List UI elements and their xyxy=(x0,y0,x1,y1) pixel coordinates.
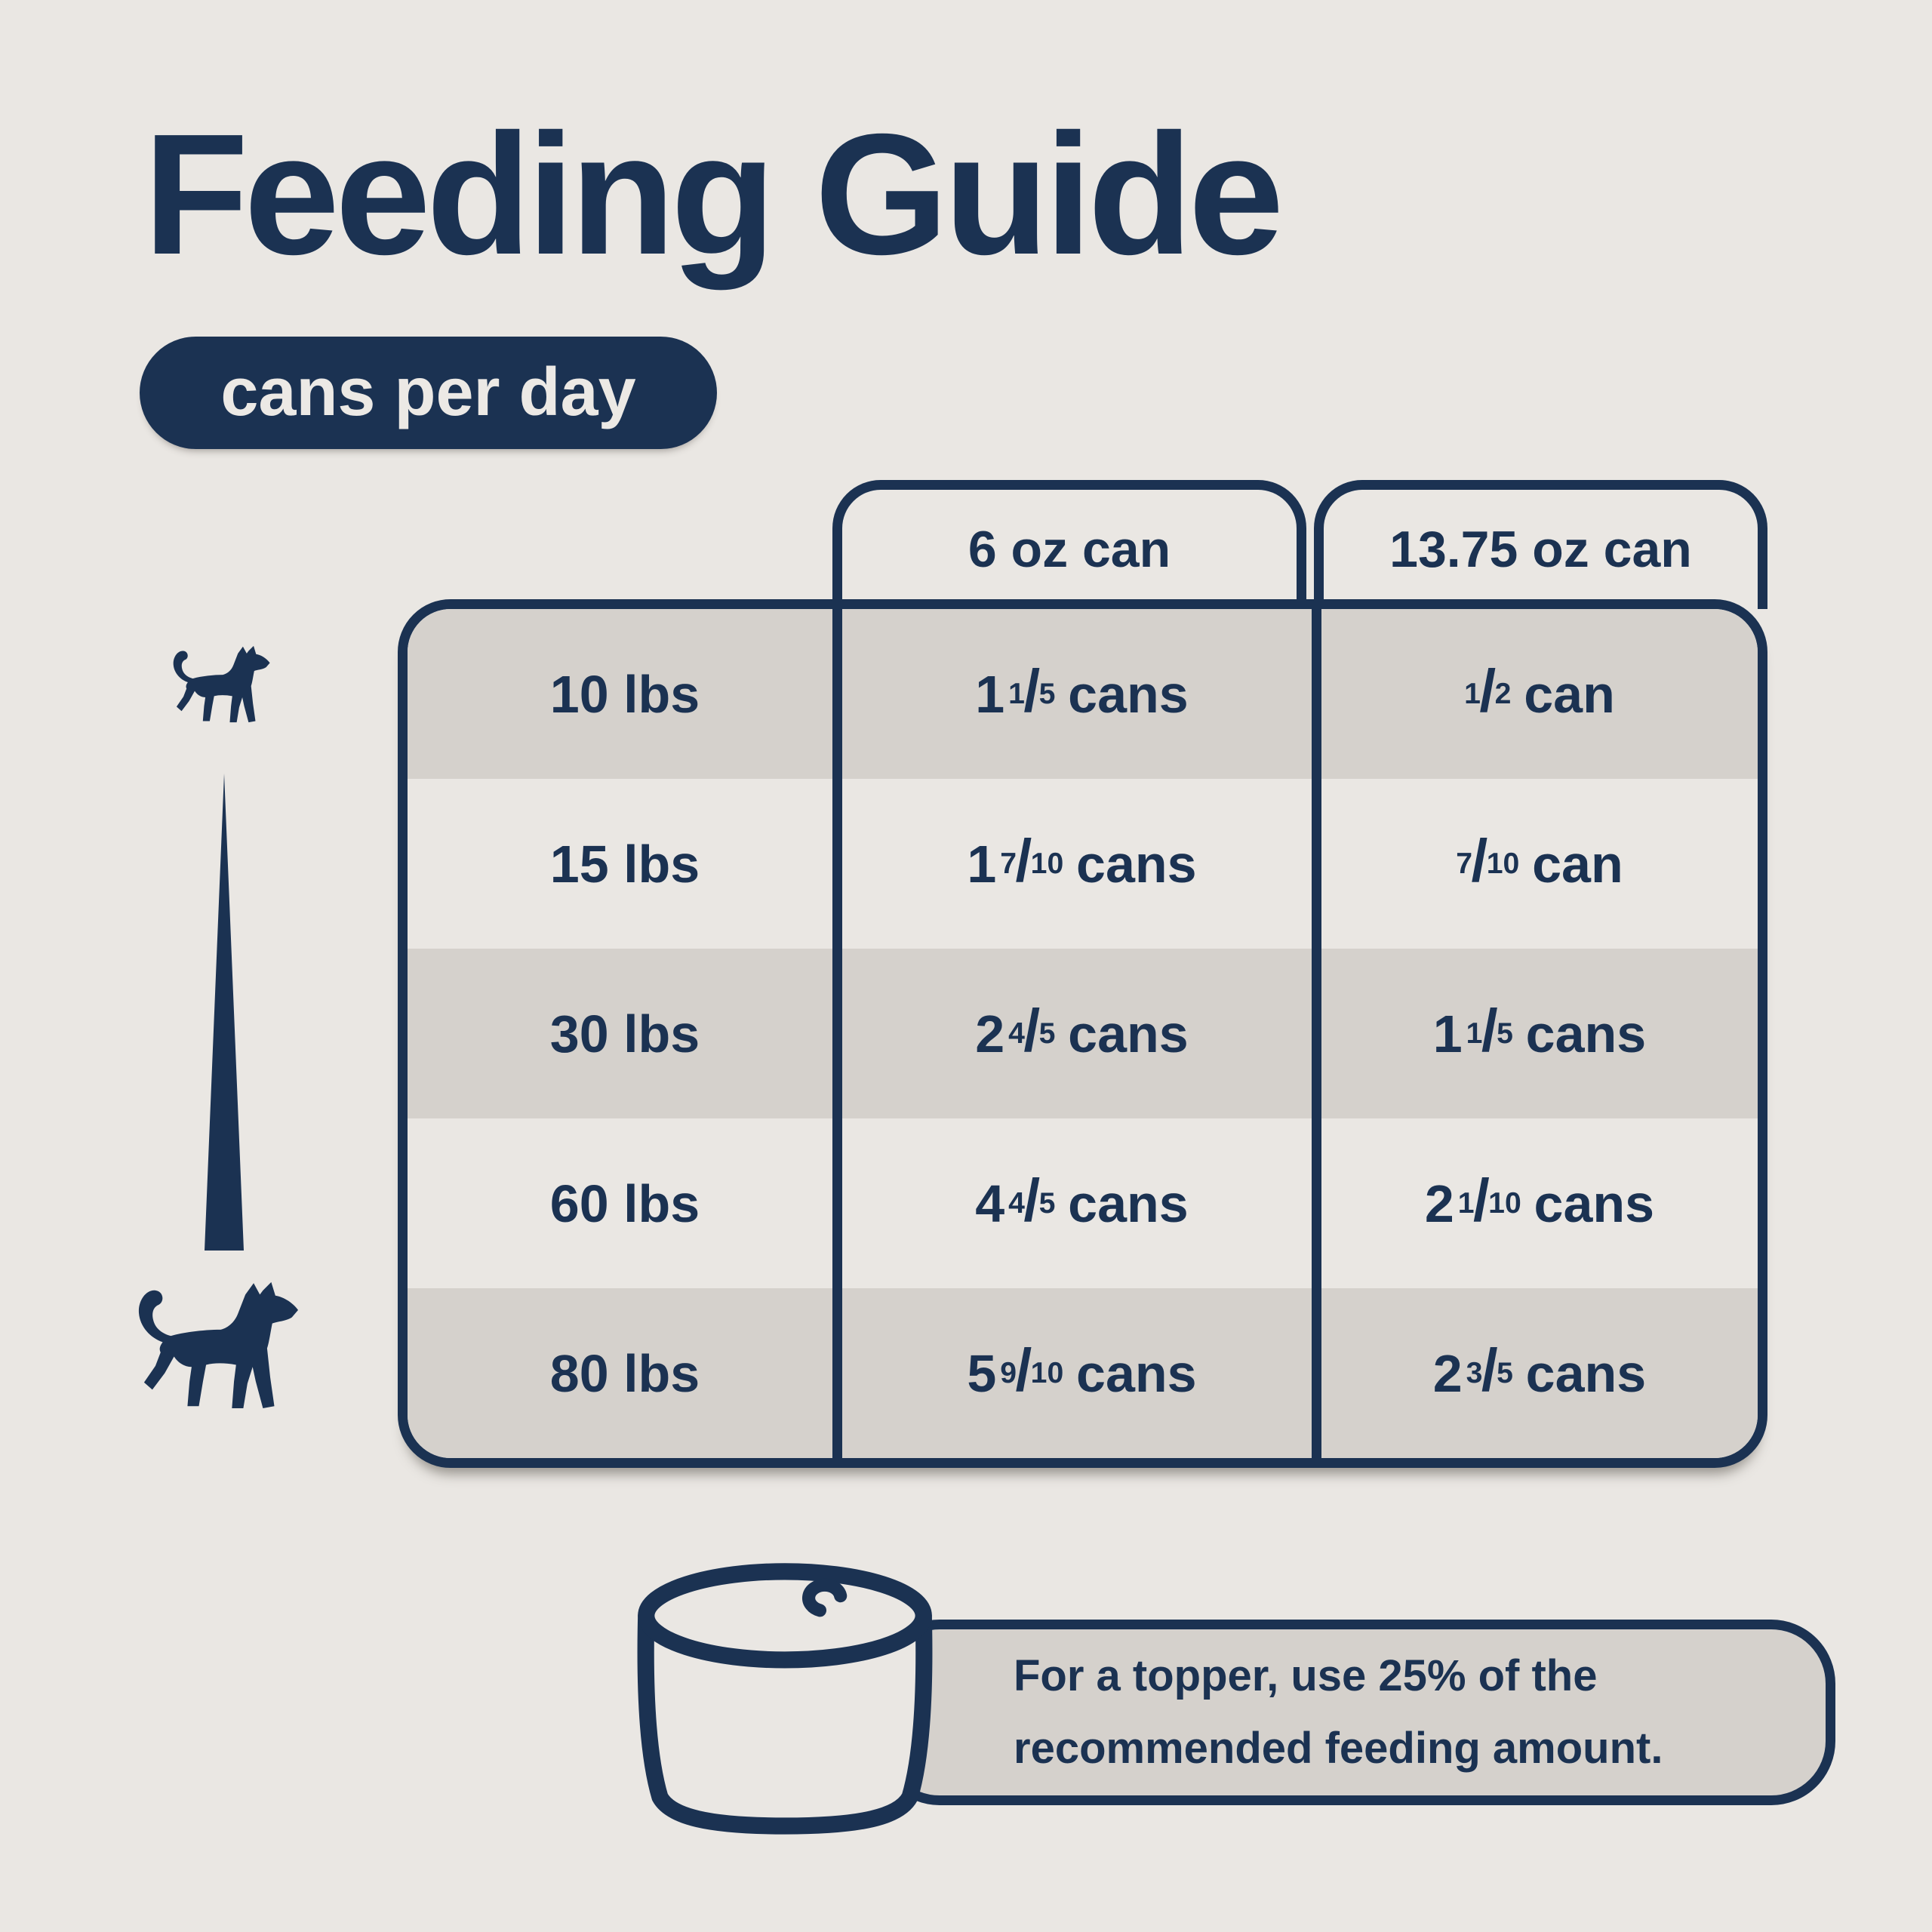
cans-per-day-badge-label: cans per day xyxy=(220,355,636,430)
column-header-6oz-label: 6 oz can xyxy=(968,521,1171,578)
fraction-slash: / xyxy=(1471,827,1488,894)
fraction-slash: / xyxy=(1015,1337,1032,1404)
value-cell-1375oz: 2 1/10 cans xyxy=(1424,1167,1655,1234)
table-divider-1 xyxy=(832,609,842,1458)
fraction-slash: / xyxy=(1023,657,1041,724)
value-cell-6oz: 5 9/10 cans xyxy=(967,1337,1197,1404)
feeding-table: 10 lbs 1 1/5 cans 1/2 can 15 lbs 1 7/10 cans … xyxy=(398,599,1767,1468)
fraction-slash: / xyxy=(1015,827,1032,894)
value-cell-6oz: 1 1/5 cans xyxy=(975,657,1189,724)
weight-cell: 15 lbs xyxy=(549,834,700,894)
value-cell-6oz: 2 4/5 cans xyxy=(975,997,1189,1064)
weight-cell: 30 lbs xyxy=(549,1004,700,1063)
table-row-80lbs: 80 lbs 5 9/10 cans 2 3/5 cans xyxy=(408,1288,1758,1458)
topper-note-line1: For a topper, use 25% of the xyxy=(1014,1651,1598,1700)
table-row-10lbs: 10 lbs 1 1/5 cans 1/2 can xyxy=(408,609,1758,779)
weight-cell: 80 lbs xyxy=(549,1343,700,1403)
large-dog-icon xyxy=(138,1281,299,1409)
value-cell-6oz: 1 7/10 cans xyxy=(967,827,1197,894)
fraction-slash: / xyxy=(1481,1337,1498,1404)
fraction-slash: / xyxy=(1023,1167,1041,1234)
topper-note-line2: recommended feeding amount. xyxy=(1014,1724,1663,1773)
dog-food-can-icon xyxy=(637,1563,933,1835)
cans-per-day-badge: cans per day xyxy=(140,337,717,449)
fraction-slash: / xyxy=(1481,997,1498,1064)
column-header-6oz: 6 oz can xyxy=(832,480,1306,609)
value-cell-6oz: 4 4/5 cans xyxy=(975,1167,1189,1234)
table-row-15lbs: 15 lbs 1 7/10 cans 7/10 can xyxy=(408,779,1758,949)
table-divider-2 xyxy=(1312,609,1321,1458)
page-title: Feeding Guide xyxy=(143,99,1284,291)
column-header-1375oz-label: 13.75 oz can xyxy=(1389,521,1692,578)
value-cell-1375oz: 7/10 can xyxy=(1456,827,1623,894)
weight-cell: 60 lbs xyxy=(549,1174,700,1233)
size-increase-wedge xyxy=(205,774,244,1251)
fraction-slash: / xyxy=(1479,657,1497,724)
column-header-1375oz: 13.75 oz can xyxy=(1314,480,1767,609)
topper-note: For a topper, use 25% of the recommended… xyxy=(875,1620,1835,1805)
small-dog-icon xyxy=(173,645,270,723)
table-row-30lbs: 30 lbs 2 4/5 cans 1 1/5 cans xyxy=(408,949,1758,1118)
fraction-slash: / xyxy=(1023,997,1041,1064)
value-cell-1375oz: 1/2 can xyxy=(1464,657,1615,724)
weight-cell: 10 lbs xyxy=(549,664,700,724)
value-cell-1375oz: 1 1/5 cans xyxy=(1432,997,1647,1064)
table-row-60lbs: 60 lbs 4 4/5 cans 2 1/10 cans xyxy=(408,1118,1758,1288)
value-cell-1375oz: 2 3/5 cans xyxy=(1432,1337,1647,1404)
fraction-slash: / xyxy=(1472,1167,1490,1234)
